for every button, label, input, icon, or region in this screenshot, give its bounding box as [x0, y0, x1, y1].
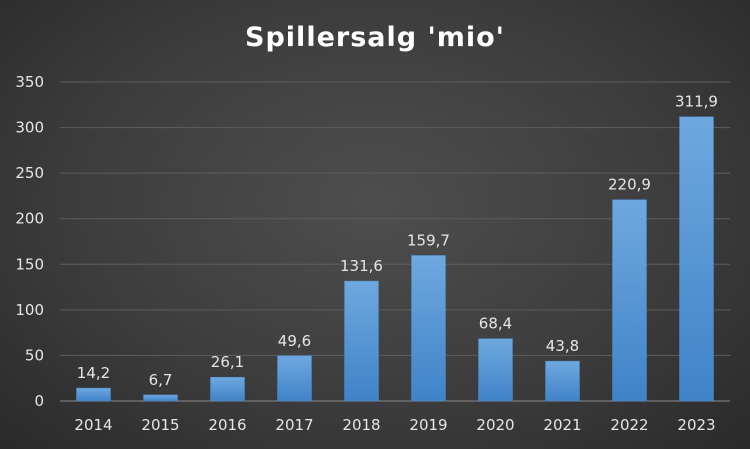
x-tick-label: 2022	[610, 416, 648, 434]
data-label: 159,7	[407, 231, 450, 249]
bar-2020	[478, 338, 513, 402]
y-tick-label: 50	[25, 346, 44, 364]
y-tick-label: 300	[15, 119, 44, 137]
y-tick-label: 150	[15, 255, 44, 273]
data-label: 49,6	[278, 332, 311, 350]
label-layer: 0 50 100 150 200 250 300 350 2014 14,2 2015 6,7 2016…	[15, 73, 718, 434]
x-tick-label: 2015	[141, 416, 179, 434]
bar-2016	[210, 376, 245, 402]
x-tick-label: 2023	[677, 416, 715, 434]
bar-2017	[277, 355, 312, 402]
bar-2019	[411, 255, 446, 402]
y-tick-label: 0	[34, 392, 44, 410]
data-label: 220,9	[608, 176, 651, 194]
x-tick-label: 2017	[275, 416, 313, 434]
bar-2022	[612, 199, 647, 402]
x-tick-label: 2016	[208, 416, 246, 434]
y-tick-label: 250	[15, 164, 44, 182]
data-label: 68,4	[479, 315, 512, 333]
bar-2023	[679, 116, 714, 402]
x-tick-label: 2021	[543, 416, 581, 434]
data-label: 26,1	[211, 353, 244, 371]
data-label: 6,7	[149, 371, 173, 389]
x-tick-label: 2020	[476, 416, 514, 434]
bar-2014	[76, 387, 111, 402]
data-label: 14,2	[77, 364, 110, 382]
y-tick-label: 350	[15, 73, 44, 91]
bar-layer	[76, 116, 714, 402]
x-tick-label: 2019	[409, 416, 447, 434]
bar-2015	[143, 394, 178, 402]
data-label: 311,9	[675, 93, 718, 111]
bar-2021	[545, 360, 580, 402]
data-label: 43,8	[546, 337, 579, 355]
y-tick-label: 100	[15, 301, 44, 319]
x-tick-label: 2014	[74, 416, 112, 434]
bar-2018	[344, 280, 379, 402]
data-label: 131,6	[340, 257, 383, 275]
chart-title: Spillersalg 'mio'	[245, 22, 505, 53]
x-tick-label: 2018	[342, 416, 380, 434]
y-tick-label: 200	[15, 210, 44, 228]
grid-layer	[60, 81, 730, 402]
